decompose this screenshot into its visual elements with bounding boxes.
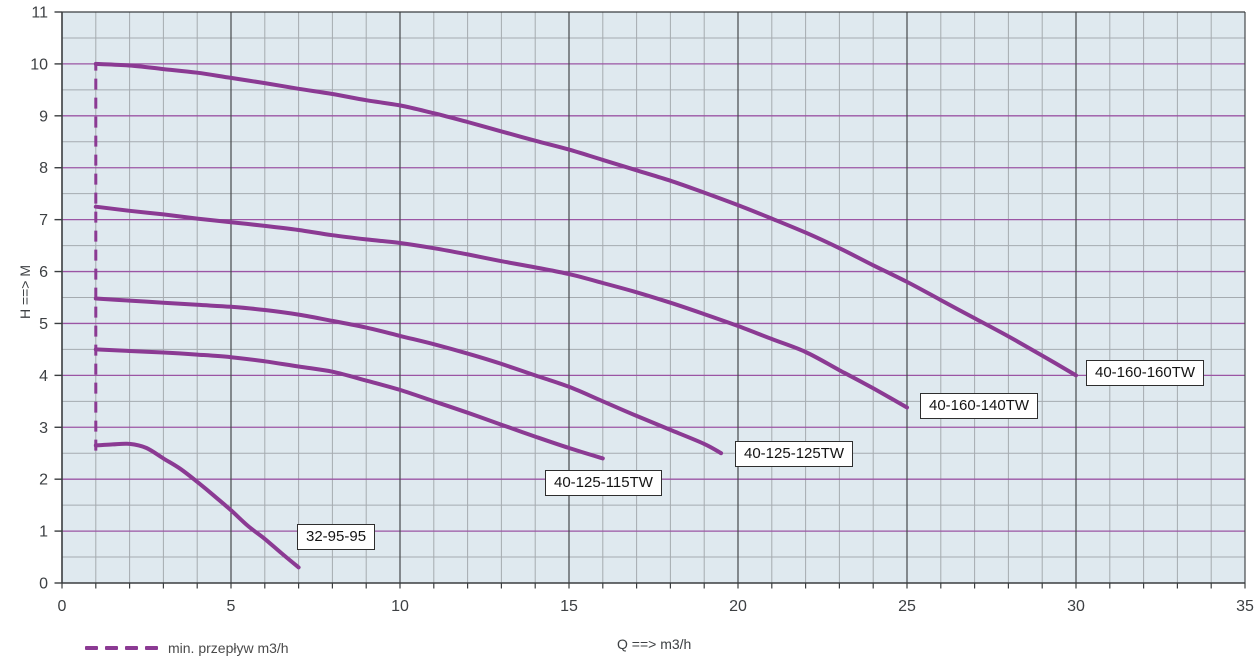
x-tick-label-25: 25 — [898, 598, 916, 615]
y-tick-label-3: 3 — [39, 420, 48, 437]
curve-40-125-115TW — [93, 347, 605, 461]
legend-label: min. przepływ m3/h — [168, 640, 289, 656]
y-tick-label-2: 2 — [39, 472, 48, 489]
x-tick-label-5: 5 — [227, 598, 236, 615]
y-tick-label-0: 0 — [39, 576, 48, 593]
x-tick-label-35: 35 — [1236, 598, 1254, 615]
y-tick-label-5: 5 — [39, 316, 48, 333]
curve-40-160-140TW — [93, 204, 909, 410]
y-tick-label-6: 6 — [39, 264, 48, 281]
curve-40-125-125TW — [93, 296, 724, 456]
x-tick-label-30: 30 — [1067, 598, 1085, 615]
x-tick-label-0: 0 — [58, 598, 67, 615]
legend: min. przepływ m3/h — [85, 640, 289, 656]
curve-32-95-95 — [93, 441, 301, 570]
min-flow-dash-icon — [85, 646, 158, 650]
y-tick-label-10: 10 — [30, 56, 48, 73]
curve-40-160-160TW — [93, 61, 1078, 378]
curve-label-40-160-140TW: 40-160-140TW — [920, 393, 1039, 419]
y-tick-label-11: 11 — [31, 5, 48, 22]
y-tick-label-9: 9 — [39, 108, 48, 125]
curve-label-32-95-95: 32-95-95 — [297, 524, 376, 550]
x-tick-label-15: 15 — [560, 598, 578, 615]
y-tick-label-1: 1 — [39, 524, 48, 541]
y-tick-label-4: 4 — [39, 368, 48, 385]
x-tick-label-20: 20 — [729, 598, 747, 615]
curve-label-40-160-160TW: 40-160-160TW — [1086, 360, 1205, 386]
curve-label-40-125-115TW: 40-125-115TW — [545, 470, 662, 496]
x-axis-title: Q ==> m3/h — [617, 636, 692, 652]
y-axis-title: H ==> M — [17, 264, 33, 320]
y-tick-label-7: 7 — [39, 212, 48, 229]
y-tick-label-8: 8 — [39, 160, 48, 177]
x-tick-label-10: 10 — [391, 598, 409, 615]
curve-label-40-125-125TW: 40-125-125TW — [735, 441, 854, 467]
